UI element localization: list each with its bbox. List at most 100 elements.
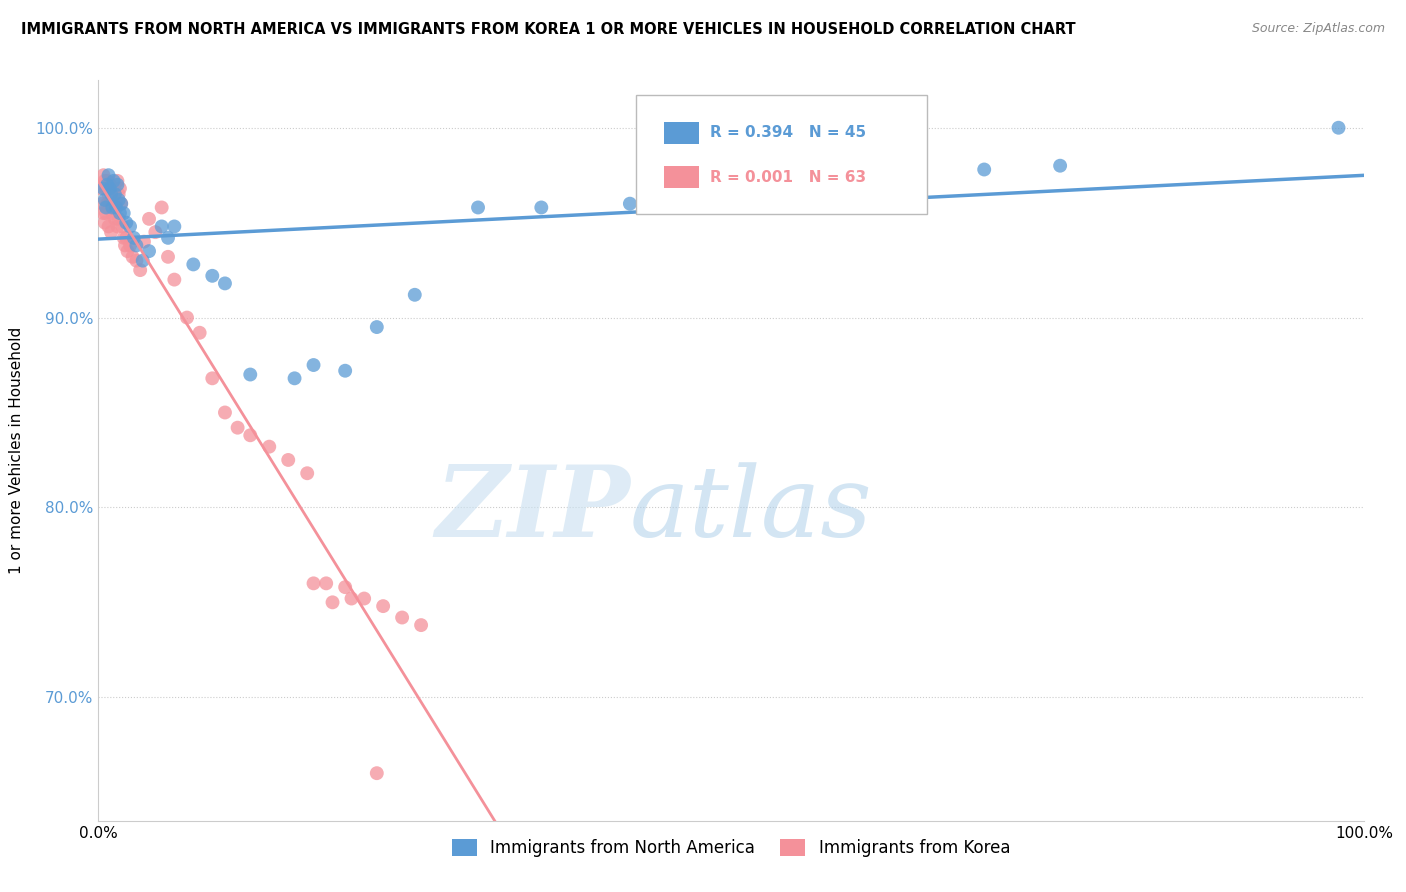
Point <box>104 187 127 202</box>
Point <box>897 178 920 192</box>
Point <box>973 162 995 177</box>
Text: ZIP: ZIP <box>434 461 630 558</box>
Legend: Immigrants from North America, Immigrants from Korea: Immigrants from North America, Immigrant… <box>446 832 1017 864</box>
Point <box>121 250 143 264</box>
Text: Source: ZipAtlas.com: Source: ZipAtlas.com <box>1251 22 1385 36</box>
Point <box>150 219 173 234</box>
Point <box>138 244 160 259</box>
Point <box>100 187 122 202</box>
Point <box>94 181 117 195</box>
Point <box>97 168 120 182</box>
Point <box>125 238 148 252</box>
Point <box>107 219 129 234</box>
Point <box>157 231 180 245</box>
Point <box>105 201 128 215</box>
Point <box>122 231 145 245</box>
Point <box>259 440 281 454</box>
Point <box>391 610 413 624</box>
Point <box>93 206 115 220</box>
Point <box>94 206 117 220</box>
Point <box>1327 120 1350 135</box>
Point <box>284 371 307 385</box>
Point <box>277 453 299 467</box>
Point <box>411 618 433 632</box>
Point <box>115 216 138 230</box>
Point <box>1049 159 1071 173</box>
Text: R = 0.001   N = 63: R = 0.001 N = 63 <box>710 169 866 185</box>
Point <box>366 320 388 334</box>
Point <box>107 211 129 226</box>
Point <box>315 576 337 591</box>
Point <box>226 420 249 434</box>
Point <box>108 181 131 195</box>
Point <box>239 428 262 442</box>
Point <box>120 238 141 252</box>
Point <box>163 272 186 286</box>
Point <box>176 310 198 325</box>
Point <box>366 766 388 780</box>
Point <box>114 238 136 252</box>
Point <box>103 201 125 215</box>
Point <box>90 181 112 195</box>
Point <box>107 178 129 192</box>
Point <box>530 201 553 215</box>
Point <box>297 467 319 481</box>
Point <box>96 178 118 192</box>
Text: atlas: atlas <box>630 462 873 558</box>
Point <box>103 174 125 188</box>
Point <box>371 599 394 614</box>
Point <box>619 196 641 211</box>
Point <box>214 405 236 419</box>
Point <box>93 181 115 195</box>
Point <box>132 235 155 249</box>
Point <box>321 595 344 609</box>
Text: IMMIGRANTS FROM NORTH AMERICA VS IMMIGRANTS FROM KOREA 1 OR MORE VEHICLES IN HOU: IMMIGRANTS FROM NORTH AMERICA VS IMMIGRA… <box>21 22 1076 37</box>
Point <box>188 326 211 340</box>
Point <box>112 231 135 245</box>
Point <box>101 206 124 220</box>
Point <box>657 193 679 207</box>
Point <box>129 263 152 277</box>
Point <box>125 253 148 268</box>
Point <box>720 187 742 202</box>
Point <box>108 206 131 220</box>
Bar <box>664 121 699 144</box>
Point <box>98 181 121 195</box>
Point <box>107 193 129 207</box>
Point <box>96 196 118 211</box>
Point <box>110 196 132 211</box>
Point <box>353 591 375 606</box>
Point <box>93 193 117 207</box>
Point <box>103 181 125 195</box>
Point <box>110 196 132 211</box>
Point <box>111 219 134 234</box>
Y-axis label: 1 or more Vehicles in Household: 1 or more Vehicles in Household <box>10 326 24 574</box>
Point <box>183 257 205 271</box>
Point <box>112 206 135 220</box>
Point <box>101 193 124 207</box>
Point <box>214 277 236 291</box>
Point <box>467 201 489 215</box>
Point <box>138 211 160 226</box>
Point <box>100 181 122 195</box>
Point <box>98 196 121 211</box>
Point <box>163 219 186 234</box>
Point <box>132 253 155 268</box>
Point <box>96 174 118 188</box>
Point <box>94 201 117 215</box>
Point <box>107 174 129 188</box>
Point <box>97 219 120 234</box>
Point <box>104 211 127 226</box>
Point <box>93 216 117 230</box>
Text: R = 0.394   N = 45: R = 0.394 N = 45 <box>710 126 866 140</box>
Point <box>100 225 122 239</box>
Point <box>302 576 325 591</box>
Point <box>239 368 262 382</box>
Bar <box>664 166 699 188</box>
FancyBboxPatch shape <box>636 95 928 213</box>
Point <box>340 591 363 606</box>
Point <box>145 225 166 239</box>
Point <box>93 168 115 182</box>
Point <box>93 174 117 188</box>
Point <box>201 371 224 385</box>
